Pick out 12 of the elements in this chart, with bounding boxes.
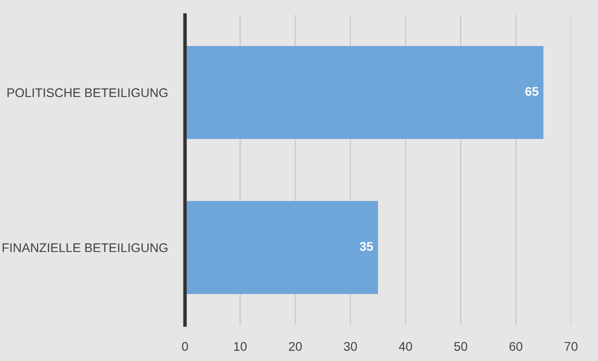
x-tick-label: 40	[398, 342, 412, 351]
x-tick-label: 60	[510, 342, 522, 351]
x-tick-label: 30	[344, 342, 357, 351]
data-label: 35	[360, 242, 374, 251]
y-tick-label: POLITISCHE BETEILIGUNG	[8, 88, 168, 98]
x-tick-label: 50	[454, 342, 468, 351]
x-tick-label: 70	[564, 342, 578, 351]
x-tick-label: 20	[288, 342, 302, 351]
x-tick-label: 10	[234, 342, 247, 351]
x-tick-label: 0	[182, 342, 188, 351]
data-label: 65	[525, 87, 538, 96]
y-tick-label: FINANZIELLE BETEILIGUNG	[2, 243, 168, 252]
